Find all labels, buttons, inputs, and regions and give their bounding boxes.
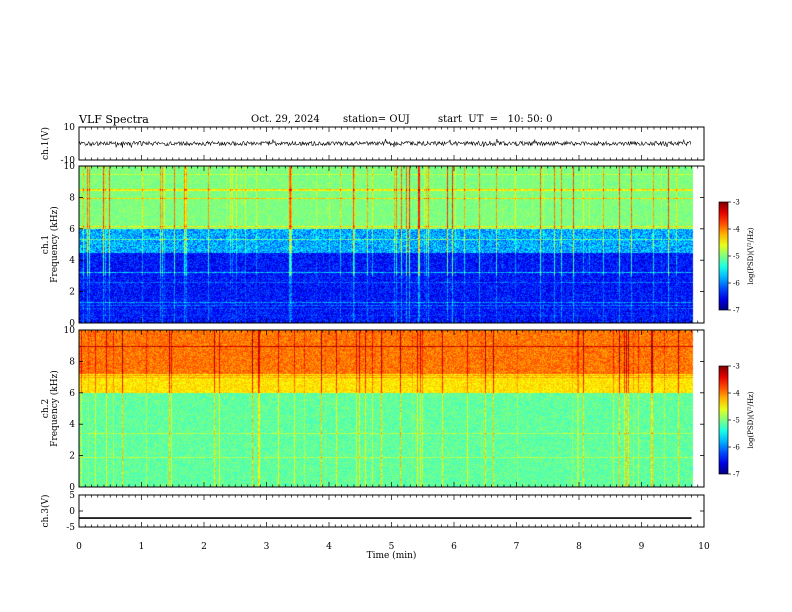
ch1-spectrogram-colorbar-label: log(PSD)(V²/Hz)	[747, 227, 755, 284]
ch1-waveform-ytick-label: -10	[61, 156, 76, 166]
x-axis-label: Time (min)	[367, 550, 417, 561]
ch1-spectrogram-colorbar-tick: -5	[733, 253, 740, 261]
ch2-spectrogram-ytick-label: 0	[69, 483, 75, 493]
ch2-spectrogram-colorbar	[718, 365, 729, 475]
ch2-spectrogram-ytick-label: 10	[64, 326, 76, 336]
x-tick-label: 1	[139, 542, 145, 552]
ch2-spectrogram-colorbar-tick: -6	[733, 444, 740, 452]
ch1-waveform-trace	[78, 138, 692, 149]
ch1-spectrogram-ytick-label: 6	[69, 225, 75, 235]
ch2-spectrogram-ylabel: ch.2	[41, 399, 51, 418]
ch1-waveform-ylabel: ch.1(V)	[40, 127, 51, 160]
ch2-spectrogram-ytick-label: 8	[69, 357, 75, 367]
ch1-spectrogram-colorbar	[718, 201, 729, 311]
figure-title: VLF Spectra	[79, 113, 149, 126]
x-tick-label: 8	[576, 542, 582, 552]
x-tick-label: 9	[639, 542, 645, 552]
ch2-spectrogram-ylabel: Frequency (kHz)	[49, 370, 60, 447]
ch2-spectrogram-colorbar-tick: -4	[733, 390, 740, 398]
ch1-spectrogram-ylabel: Frequency (kHz)	[49, 206, 60, 283]
ch1-spectrogram-ytick-label: 8	[69, 193, 75, 203]
ch1-waveform-ytick-label: 10	[64, 123, 76, 133]
x-tick-label: 6	[451, 542, 457, 552]
ch3-waveform-ytick-label: 0	[69, 507, 75, 517]
ch2-spectrogram-colorbar-tick: -7	[733, 471, 740, 479]
ch1-spectrogram-ytick-label: 0	[69, 319, 75, 329]
ch2-spectrogram-colorbar-label: log(PSD)(V²/Hz)	[747, 391, 755, 448]
ch1-spectrogram-image	[79, 166, 704, 323]
x-tick-label: 4	[326, 542, 332, 552]
x-tick-label: 3	[264, 542, 270, 552]
date-label: Oct. 29, 2024	[251, 114, 320, 125]
ch2-spectrogram-ytick-label: 4	[69, 420, 75, 430]
ch1-spectrogram-ytick-label: 2	[69, 288, 75, 298]
ch1-spectrogram-colorbar-tick: -7	[733, 307, 740, 315]
x-tick-label: 2	[201, 542, 207, 552]
ch1-spectrogram-colorbar-tick: -6	[733, 280, 740, 288]
ch2-spectrogram-ytick-label: 2	[69, 452, 75, 462]
station-label: station= OUJ	[343, 114, 410, 125]
start-time-label: start UT = 10: 50: 0	[438, 114, 553, 125]
ch2-spectrogram-colorbar-tick: -5	[733, 417, 740, 425]
ch2-spectrogram-image	[79, 330, 704, 487]
ch1-spectrogram-ytick-label: 4	[69, 256, 75, 266]
x-tick-label: 10	[698, 542, 710, 552]
ch1-spectrogram-colorbar-tick: -3	[733, 199, 740, 207]
ch1-spectrogram-ytick-label: 10	[64, 162, 76, 172]
ch3-waveform-ytick-label: 5	[69, 491, 75, 501]
x-tick-label: 0	[76, 542, 82, 552]
ch1-spectrogram-colorbar-tick: -4	[733, 226, 740, 234]
x-tick-label: 5	[389, 542, 395, 552]
x-tick-label: 7	[514, 542, 520, 552]
ch2-spectrogram-colorbar-tick: -3	[733, 363, 740, 371]
ch1-spectrogram-ylabel: ch.1	[41, 235, 51, 254]
ch3-waveform-ytick-label: -5	[66, 523, 75, 533]
ch2-spectrogram-ytick-label: 6	[69, 389, 75, 399]
ch3-waveform-ylabel: ch.3(V)	[40, 495, 51, 528]
